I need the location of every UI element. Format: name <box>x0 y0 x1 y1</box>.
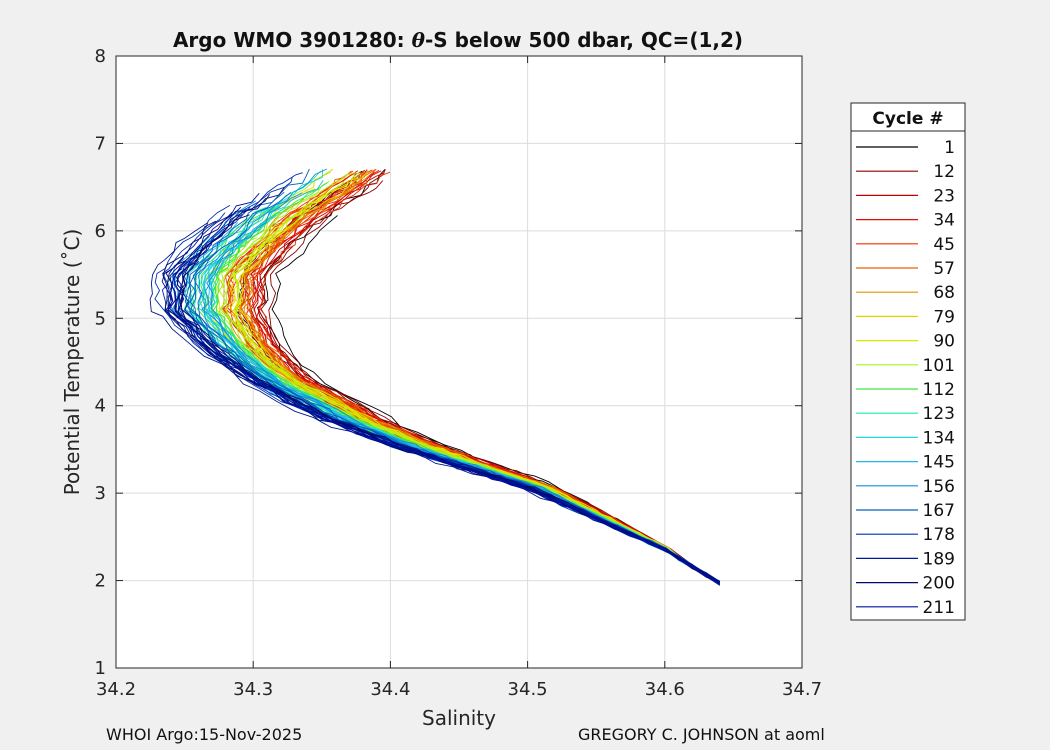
chart-title: Argo WMO 3901280: θ-S below 500 dbar, QC… <box>173 28 743 52</box>
legend-label: 12 <box>933 162 955 182</box>
legend-label: 189 <box>923 549 955 569</box>
legend-label: 23 <box>933 186 955 206</box>
y-tick-label: 3 <box>95 483 106 504</box>
legend-label: 1 <box>944 138 955 158</box>
legend-label: 45 <box>933 235 955 255</box>
y-tick-label: 5 <box>95 308 106 329</box>
legend: Cycle # 11223344557687990101112123134145… <box>850 102 966 621</box>
legend-label: 145 <box>923 453 955 473</box>
profile-line <box>271 215 720 582</box>
legend-label: 112 <box>923 380 955 400</box>
x-tick-label: 34.2 <box>96 679 136 700</box>
footer-right: GREGORY C. JOHNSON at aoml <box>578 725 825 744</box>
legend-label: 57 <box>933 259 955 279</box>
legend-label: 178 <box>923 525 955 545</box>
title-part-1: Argo WMO 3901280: <box>173 28 412 52</box>
x-tick-label: 34.6 <box>645 679 685 700</box>
x-tick-label: 34.7 <box>782 679 822 700</box>
profile-line <box>168 268 720 585</box>
plot-area <box>116 56 802 668</box>
y-tick-label: 4 <box>95 396 106 417</box>
legend-label: 90 <box>933 332 955 352</box>
profile-line <box>231 200 720 582</box>
legend-entries: 1122334455768799010111212313414515616717… <box>856 138 955 618</box>
x-axis-label: Salinity <box>422 706 496 730</box>
y-axis-label: Potential Temperature (˚C) <box>60 229 84 496</box>
y-tick-labels: 1 2 3 4 5 6 7 8 <box>95 46 106 679</box>
legend-label: 167 <box>923 501 955 521</box>
y-tick-label: 2 <box>95 571 106 592</box>
legend-label: 211 <box>923 598 955 618</box>
legend-label: 134 <box>923 428 955 448</box>
y-tick-label: 1 <box>95 658 106 679</box>
profile-line <box>149 222 720 584</box>
legend-label: 34 <box>933 211 955 231</box>
y-tick-label: 6 <box>95 221 106 242</box>
grid <box>116 56 802 668</box>
x-tick-labels: 34.2 34.3 34.4 34.5 34.6 34.7 <box>96 679 822 700</box>
profile-line <box>268 180 720 585</box>
title-theta: θ <box>412 28 426 52</box>
x-tick-label: 34.3 <box>233 679 273 700</box>
profiles <box>149 168 720 586</box>
axis-ticks <box>115 55 803 669</box>
legend-label: 101 <box>923 356 955 376</box>
title-part-2: -S below 500 dbar, QC=(1,2) <box>425 28 743 52</box>
legend-label: 156 <box>923 477 955 497</box>
plot-frame <box>115 55 803 669</box>
legend-label: 68 <box>933 283 955 303</box>
profile-line <box>210 213 720 583</box>
profile-line <box>161 193 720 584</box>
y-tick-label: 8 <box>95 46 106 67</box>
profile-line <box>189 191 720 583</box>
legend-label: 79 <box>933 307 955 327</box>
legend-title: Cycle # <box>872 109 943 129</box>
y-tick-label: 7 <box>95 133 106 154</box>
profile-line <box>208 214 720 582</box>
legend-label: 200 <box>923 574 955 594</box>
x-tick-label: 34.5 <box>508 679 548 700</box>
x-tick-label: 34.4 <box>370 679 410 700</box>
legend-label: 123 <box>923 404 955 424</box>
footer-left: WHOI Argo:15-Nov-2025 <box>106 725 303 744</box>
